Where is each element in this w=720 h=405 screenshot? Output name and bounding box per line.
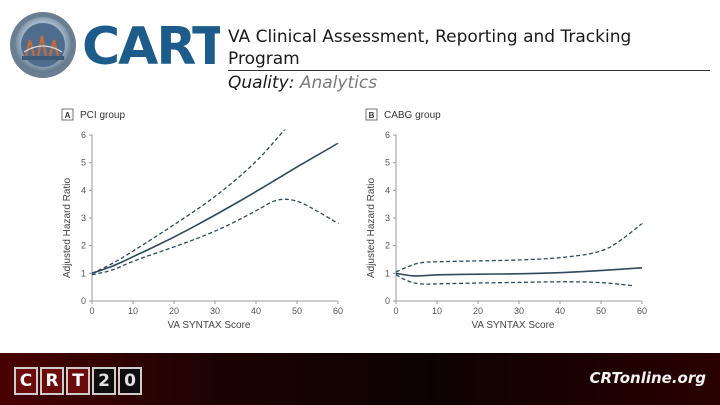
- x-tick-label: 50: [292, 306, 302, 316]
- y-tick-label: 2: [81, 241, 86, 251]
- page-title-line1: VA Clinical Assessment, Reporting and Tr…: [228, 27, 632, 47]
- crt20-letter: R: [40, 367, 64, 395]
- x-axis-label: VA SYNTAX Score: [472, 320, 555, 331]
- y-tick-label: 4: [385, 185, 390, 195]
- y-tick-label: 1: [81, 268, 86, 278]
- crt20-letter: C: [14, 367, 38, 395]
- x-tick-label: 10: [128, 306, 138, 316]
- y-tick-label: 3: [385, 213, 390, 223]
- subtitle-prefix: Quality:: [228, 73, 295, 93]
- panel-title: PCI group: [80, 110, 125, 121]
- x-tick-label: 60: [637, 306, 647, 316]
- x-tick-label: 20: [169, 306, 179, 316]
- y-tick-label: 6: [81, 130, 86, 140]
- y-tick-label: 5: [81, 158, 86, 168]
- footer-bar: C R T 2 0 CRTonline.org: [0, 353, 720, 405]
- crt20-letter: T: [66, 367, 90, 395]
- cart-logo: CART: [82, 17, 220, 72]
- x-axis-label: VA SYNTAX Score: [168, 320, 251, 331]
- y-tick-label: 0: [81, 296, 86, 306]
- y-tick-label: 0: [385, 296, 390, 306]
- crt20-digit: 0: [118, 367, 142, 395]
- estimate-line: [91, 142, 339, 275]
- x-tick-label: 0: [89, 306, 94, 316]
- x-tick-label: 40: [555, 306, 565, 316]
- crt20-logo: C R T 2 0: [14, 367, 142, 395]
- x-tick-label: 30: [514, 306, 524, 316]
- confidence-bound-line: [91, 128, 286, 274]
- confidence-bound-line: [395, 222, 643, 273]
- confidence-bound-line: [395, 274, 634, 287]
- y-tick-label: 6: [385, 130, 390, 140]
- y-axis-label: Adjusted Hazard Ratio: [366, 178, 377, 278]
- page-subtitle: Quality: Analytics: [228, 71, 710, 95]
- y-tick-label: 4: [81, 185, 86, 195]
- x-tick-label: 20: [473, 306, 483, 316]
- panel-label: A: [65, 111, 71, 120]
- y-tick-label: 2: [385, 241, 390, 251]
- x-tick-label: 50: [596, 306, 606, 316]
- x-tick-label: 10: [432, 306, 442, 316]
- x-tick-label: 30: [210, 306, 220, 316]
- page-title: VA Clinical Assessment, Reporting and Tr…: [228, 26, 710, 71]
- y-tick-label: 1: [385, 268, 390, 278]
- y-tick-label: 3: [81, 213, 86, 223]
- panel-label-box: [365, 108, 378, 121]
- x-tick-label: 0: [393, 306, 398, 316]
- panel-title: CABG group: [384, 110, 441, 121]
- y-tick-label: 5: [385, 158, 390, 168]
- estimate-line: [395, 267, 643, 277]
- page-title-line2: Program: [228, 49, 300, 69]
- va-seal-logo: [10, 12, 76, 78]
- panel-label: B: [369, 111, 375, 120]
- header: VA Clinical Assessment, Reporting and Tr…: [228, 26, 710, 95]
- x-tick-label: 60: [333, 306, 343, 316]
- crtonline-logo: CRTonline.org: [589, 369, 706, 387]
- subtitle-accent: Analytics: [299, 73, 378, 93]
- cart-logo-text: CART: [82, 17, 220, 72]
- x-tick-label: 40: [251, 306, 261, 316]
- crt20-digit: 2: [92, 367, 116, 395]
- panel-label-box: [61, 108, 74, 121]
- confidence-bound-line: [91, 198, 339, 276]
- y-axis-label: Adjusted Hazard Ratio: [62, 178, 73, 278]
